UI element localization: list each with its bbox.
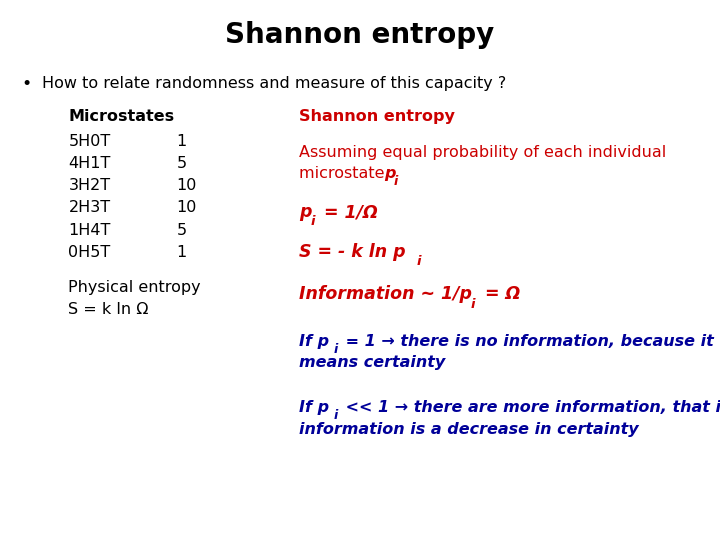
Text: Information ~ 1/p: Information ~ 1/p: [299, 285, 472, 303]
Text: i: i: [333, 409, 338, 422]
Text: 3H2T: 3H2T: [68, 178, 111, 193]
Text: 1: 1: [176, 245, 186, 260]
Text: information is a decrease in certainty: information is a decrease in certainty: [299, 422, 639, 437]
Text: 10: 10: [176, 178, 197, 193]
Text: p: p: [384, 166, 395, 181]
Text: If p: If p: [299, 400, 329, 415]
Text: means certainty: means certainty: [299, 355, 445, 370]
Text: i: i: [394, 176, 398, 188]
Text: = 1 → there is no information, because it: = 1 → there is no information, because i…: [340, 334, 714, 349]
Text: If p: If p: [299, 334, 329, 349]
Text: = 1/Ω: = 1/Ω: [318, 203, 378, 221]
Text: microstate,: microstate,: [299, 166, 395, 181]
Text: 10: 10: [176, 200, 197, 215]
Text: i: i: [470, 298, 474, 310]
Text: 5H0T: 5H0T: [68, 134, 111, 149]
Text: i: i: [333, 343, 338, 356]
Text: 5: 5: [176, 222, 186, 238]
Text: = Ω: = Ω: [479, 285, 520, 303]
Text: Physical entropy: Physical entropy: [68, 280, 201, 295]
Text: S = - k ln p: S = - k ln p: [299, 243, 405, 261]
Text: •: •: [22, 75, 32, 93]
Text: 1H4T: 1H4T: [68, 222, 111, 238]
Text: p: p: [299, 203, 311, 221]
Text: Shannon entropy: Shannon entropy: [225, 21, 495, 49]
Text: S = k ln Ω: S = k ln Ω: [68, 302, 149, 317]
Text: Assuming equal probability of each individual: Assuming equal probability of each indiv…: [299, 145, 666, 160]
Text: 1: 1: [176, 134, 186, 149]
Text: i: i: [310, 215, 315, 228]
Text: << 1 → there are more information, that is: << 1 → there are more information, that …: [340, 400, 720, 415]
Text: 5: 5: [176, 156, 186, 171]
Text: Microstates: Microstates: [68, 109, 174, 124]
Text: 2H3T: 2H3T: [68, 200, 111, 215]
Text: 0H5T: 0H5T: [68, 245, 111, 260]
Text: 4H1T: 4H1T: [68, 156, 111, 171]
Text: How to relate randomness and measure of this capacity ?: How to relate randomness and measure of …: [42, 76, 506, 91]
Text: i: i: [416, 255, 420, 268]
Text: Shannon entropy: Shannon entropy: [299, 109, 454, 124]
